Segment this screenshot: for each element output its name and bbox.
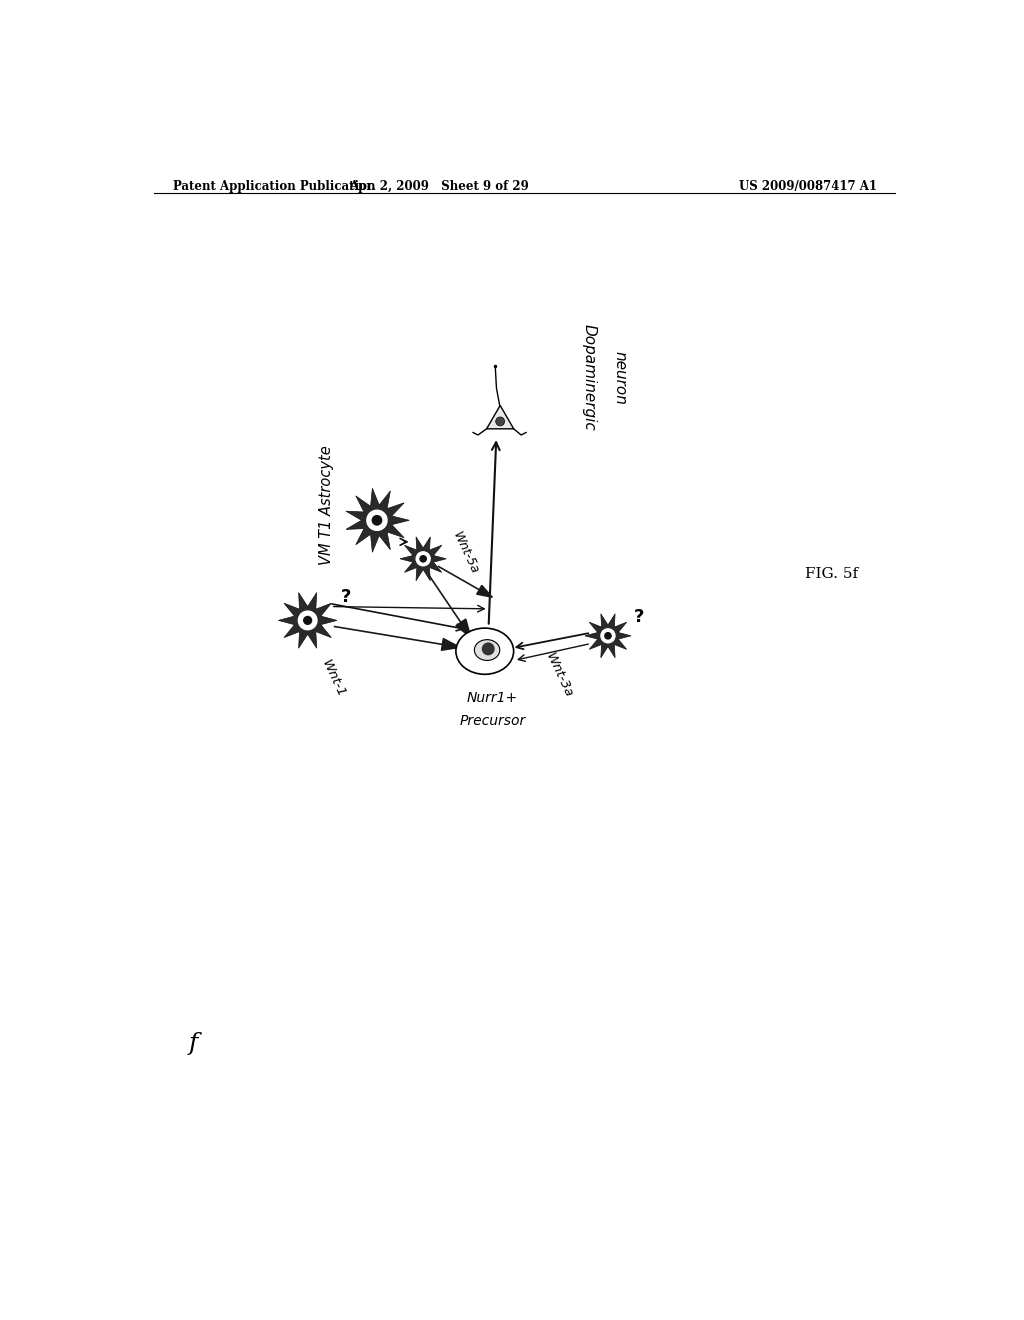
Polygon shape: [441, 639, 460, 651]
Text: Apr. 2, 2009   Sheet 9 of 29: Apr. 2, 2009 Sheet 9 of 29: [349, 180, 528, 193]
Polygon shape: [456, 619, 471, 638]
Circle shape: [600, 628, 615, 644]
Polygon shape: [279, 593, 337, 648]
Text: ?: ?: [341, 589, 351, 606]
Circle shape: [416, 552, 431, 566]
Ellipse shape: [456, 628, 514, 675]
Polygon shape: [477, 585, 493, 598]
Circle shape: [481, 643, 495, 655]
Text: Nurr1+: Nurr1+: [467, 692, 518, 705]
Text: US 2009/0087417 A1: US 2009/0087417 A1: [739, 180, 878, 193]
Polygon shape: [486, 405, 514, 429]
Text: Patent Application Publication: Patent Application Publication: [173, 180, 376, 193]
Text: neuron: neuron: [612, 351, 627, 405]
Ellipse shape: [474, 640, 500, 660]
Text: Dopaminergic: Dopaminergic: [582, 325, 596, 432]
Polygon shape: [400, 537, 446, 581]
Text: Precursor: Precursor: [460, 714, 525, 729]
Circle shape: [298, 610, 317, 631]
Text: Wnt-1: Wnt-1: [319, 657, 348, 700]
Polygon shape: [346, 488, 410, 552]
Circle shape: [419, 554, 427, 562]
Circle shape: [372, 515, 382, 525]
Circle shape: [367, 510, 388, 531]
Circle shape: [604, 632, 611, 640]
Text: VM T1 Astrocyte: VM T1 Astrocyte: [319, 445, 335, 565]
Text: FIG. 5f: FIG. 5f: [805, 568, 858, 581]
Text: ?: ?: [634, 607, 644, 626]
Text: Wnt-5a: Wnt-5a: [451, 529, 481, 576]
Circle shape: [496, 417, 505, 426]
Text: f: f: [188, 1032, 198, 1056]
Text: Wnt-3a: Wnt-3a: [543, 651, 574, 700]
Circle shape: [303, 615, 312, 626]
Polygon shape: [585, 614, 631, 657]
